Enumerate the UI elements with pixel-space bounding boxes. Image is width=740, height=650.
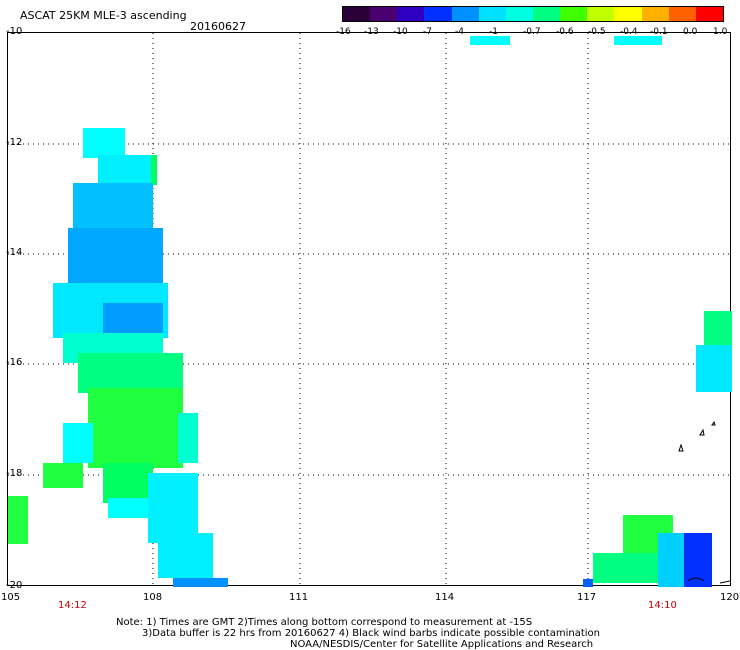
map-date: 20160627 [190,20,246,33]
color-scale-bar [342,6,724,22]
color-scale-segment [343,7,371,21]
color-scale-segment [370,7,398,21]
pass-time-left: 14:12 [58,600,87,611]
color-scale-segment [505,7,533,21]
legend-swatch-right [614,36,662,45]
lat-label-20: -20 [6,580,23,591]
map-title: ASCAT 25KM MLE-3 ascending [20,9,187,22]
left-swath [8,128,228,587]
color-scale-segment [397,7,425,21]
lat-label-10: -10 [6,26,23,37]
color-scale-segment [587,7,615,21]
legend-swatch-left [470,36,510,45]
right-swath [583,311,732,587]
map-svg [8,33,732,587]
lon-label-117: 117 [577,592,597,603]
footer-note-line1: Note: 1) Times are GMT 2)Times along bot… [116,617,533,628]
color-scale-segment [614,7,642,21]
color-scale-segment [668,7,696,21]
color-scale-segment [478,7,506,21]
lat-label-18: -18 [6,468,23,479]
lon-label-120: 120 [720,592,740,603]
color-scale-segment [424,7,452,21]
footer-note-line2: 3)Data buffer is 22 hrs from 20160627 4)… [142,628,600,639]
island-outlines [678,420,731,584]
color-scale-segment [695,7,723,21]
footer-credit: NOAA/NESDIS/Center for Satellite Applica… [290,639,594,650]
lat-label-12: -12 [6,137,23,148]
lon-label-111: 111 [289,592,309,603]
color-scale-segment [532,7,561,21]
lat-label-14: -14 [6,247,23,258]
lon-label-105: 105 [1,592,21,603]
color-scale-segment [560,7,588,21]
color-scale-segment [451,7,479,21]
lat-label-16: -16 [6,357,23,368]
map-plot-area [7,32,732,587]
color-scale-segment [641,7,669,21]
lon-label-108: 108 [143,592,163,603]
lon-label-114: 114 [435,592,455,603]
pass-time-right: 14:10 [648,600,677,611]
